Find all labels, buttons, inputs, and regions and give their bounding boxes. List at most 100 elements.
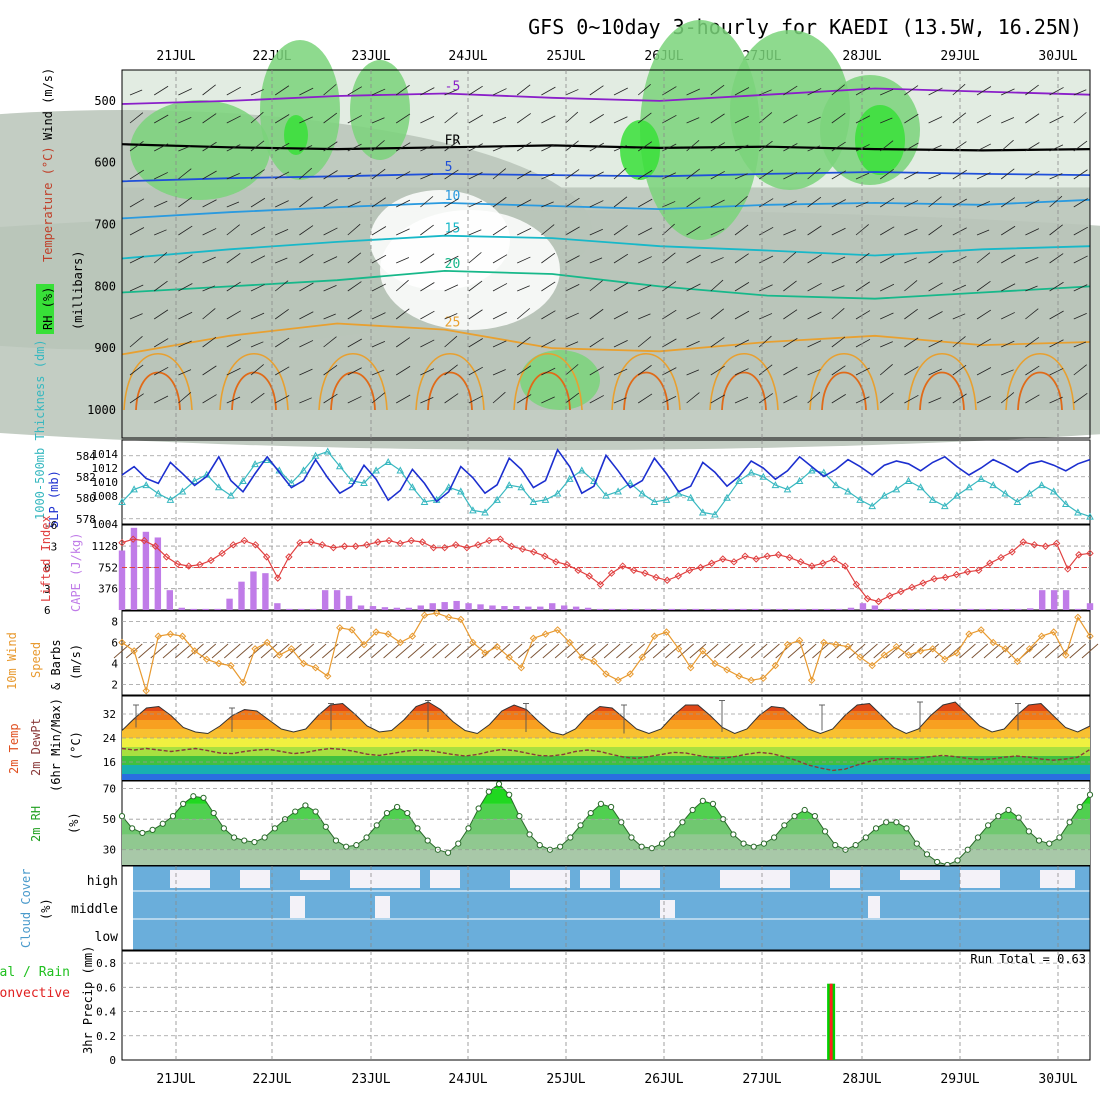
wind-speed-point xyxy=(916,647,925,655)
wind-barb xyxy=(759,226,774,236)
wind-barb xyxy=(710,394,725,404)
wind-barb xyxy=(226,224,240,236)
lifted-index-point xyxy=(952,570,961,579)
wind-barb xyxy=(492,225,508,236)
wind-barb xyxy=(589,337,604,348)
lifted-index-point xyxy=(296,539,304,547)
wind-barb xyxy=(250,392,265,404)
thickness-point xyxy=(916,483,925,491)
wind-barb xyxy=(686,168,700,180)
surface-wind-barb xyxy=(726,643,743,659)
slp-axis-label: SLP (mb) xyxy=(47,470,61,528)
wind-barb xyxy=(734,339,750,348)
rh-point xyxy=(302,802,309,809)
wind-barb xyxy=(541,224,555,236)
thickness-point xyxy=(638,489,647,497)
wind-barb xyxy=(807,196,822,208)
wind-barb xyxy=(734,224,749,236)
cape-bar xyxy=(226,598,233,610)
wind-barb xyxy=(1073,393,1088,404)
wind-barb xyxy=(178,116,192,124)
wind-barb xyxy=(516,170,532,180)
lifted-index-point xyxy=(607,569,616,577)
lifted-index-point xyxy=(452,541,460,549)
rh-point xyxy=(771,834,778,841)
pressure-tick-label: 600 xyxy=(94,156,116,170)
day-label-top: 24JUL xyxy=(448,49,487,64)
surface-wind-barb xyxy=(174,643,192,659)
cape-bar xyxy=(740,608,747,610)
precip-tick-label: 0.6 xyxy=(96,981,116,994)
cloud-clear-gap xyxy=(868,896,880,918)
wind-speed-point xyxy=(190,647,199,655)
wind-barb xyxy=(492,196,507,208)
wind-speed-point xyxy=(759,674,768,682)
wind-barb xyxy=(976,143,992,152)
cape-bar xyxy=(286,608,293,610)
wind-speed-point xyxy=(142,687,150,695)
wind-barb xyxy=(371,226,387,236)
wind-barb xyxy=(347,223,361,236)
surface-wind-barb xyxy=(763,643,780,659)
wind-axis-label: Wind (m/s) xyxy=(41,68,55,140)
wind-barb xyxy=(492,391,506,404)
wind-barb xyxy=(637,336,652,348)
lifted-index-point xyxy=(541,552,549,560)
wind-barb xyxy=(904,257,917,264)
wind-speed-point xyxy=(227,661,235,670)
wind-barb xyxy=(1025,113,1040,124)
day-label-top: 29JUL xyxy=(940,49,979,64)
wind-barb xyxy=(275,200,289,208)
surface-wind-barb xyxy=(469,643,486,659)
wind-barb xyxy=(686,139,700,152)
cape-bar xyxy=(405,607,413,610)
wind-barb xyxy=(420,196,434,208)
thickness-point xyxy=(553,489,562,497)
surface-wind-barb xyxy=(432,643,449,659)
wind-speed-point xyxy=(529,634,538,643)
wind-barb xyxy=(807,88,822,96)
cape-bar xyxy=(704,608,711,610)
cloud-clear-gap xyxy=(960,870,1000,888)
wind-speed-point xyxy=(807,676,816,685)
wind-barb xyxy=(1073,341,1087,348)
wind-barb xyxy=(250,111,264,124)
wind-barb xyxy=(831,336,846,348)
wind-barb xyxy=(274,366,290,376)
cape-bar xyxy=(895,608,902,610)
wind-speed-point xyxy=(1074,613,1082,622)
wind-barb xyxy=(492,116,507,124)
lifted-index-point xyxy=(440,543,449,552)
wind-barb xyxy=(783,309,798,320)
rh-region xyxy=(260,40,340,180)
wind-barb xyxy=(178,168,192,180)
rh-point xyxy=(220,825,227,832)
wind-barb xyxy=(226,310,241,320)
wind-speed-point xyxy=(154,632,163,640)
lifted-index-point xyxy=(730,558,738,566)
wind-barb xyxy=(1001,312,1015,320)
thickness-point xyxy=(178,487,187,495)
wind-barb xyxy=(565,89,579,96)
wind-barb xyxy=(202,141,217,152)
cloud-clear-gap xyxy=(430,870,460,888)
cape-bar xyxy=(847,607,855,610)
thickness-point xyxy=(323,447,332,455)
wind-barb xyxy=(396,199,411,208)
rh-point xyxy=(394,803,401,811)
wind-barb xyxy=(154,114,169,124)
cape-bar xyxy=(608,608,616,610)
rh-point xyxy=(801,806,808,814)
cape-bar xyxy=(931,608,938,610)
temperature-contour-label: 5 xyxy=(445,160,453,175)
lifted-index-point xyxy=(1075,551,1083,559)
wind-barb xyxy=(371,254,387,264)
wind-speed-point xyxy=(626,670,634,678)
2m-temperature-gridlines xyxy=(122,713,1090,763)
cloud-clear-gap xyxy=(720,870,790,888)
wind-barb xyxy=(250,140,265,152)
wind-speed-point xyxy=(638,653,647,661)
rh-point xyxy=(811,813,818,820)
wind-barb xyxy=(541,310,556,320)
wind-barb xyxy=(758,198,774,208)
